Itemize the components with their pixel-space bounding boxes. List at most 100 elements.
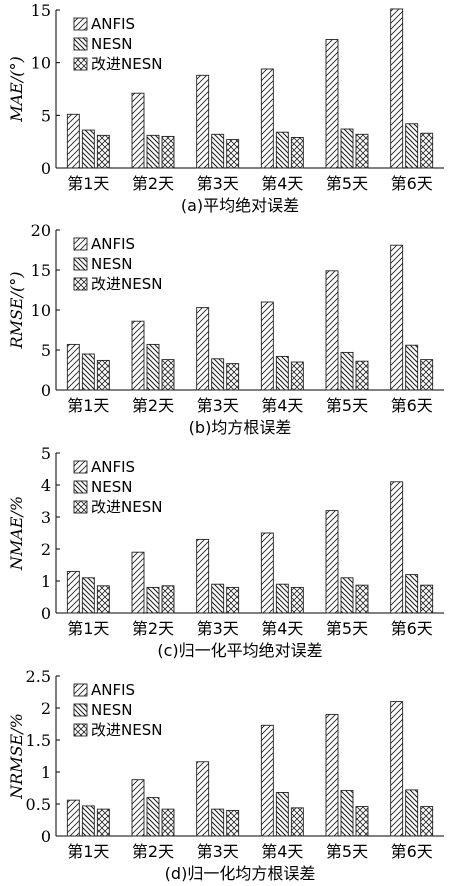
y-tick-label: 0 [41, 159, 51, 178]
x-tick-label: 第3天 [197, 396, 239, 415]
bar-crosshatch-4 [290, 361, 304, 391]
y-tick-label: 1 [41, 572, 51, 591]
bar-diag-left-6 [405, 789, 419, 837]
y-tick-label: 2 [41, 699, 51, 718]
x-tick-label: 第3天 [197, 174, 239, 193]
bar-diag-right-4 [260, 532, 274, 614]
bar-crosshatch-4 [290, 137, 304, 169]
bar-crosshatch-5 [355, 133, 369, 169]
x-tick-label: 第4天 [261, 842, 303, 861]
y-tick-label: 1 [41, 763, 51, 782]
bar-crosshatch-2 [161, 585, 175, 614]
x-tick-label: 第4天 [261, 396, 303, 415]
bar-diag-right-6 [390, 8, 404, 169]
x-tick-label: 第4天 [261, 619, 303, 638]
legend-swatch-crosshatch [73, 277, 88, 291]
bar-diag-left-3 [211, 358, 225, 391]
legend-label: NESN [91, 255, 132, 273]
y-tick-label: 10 [31, 54, 51, 73]
bar-diag-right-6 [390, 481, 404, 614]
bar-diag-left-5 [340, 577, 354, 614]
bar-diag-right-2 [131, 92, 145, 169]
bar-crosshatch-3 [226, 139, 240, 169]
x-tick-label: 第1天 [67, 619, 109, 638]
y-tick-label: 5 [41, 341, 51, 360]
bar-diag-right-4 [260, 68, 274, 169]
y-tick-label: 0.5 [26, 795, 51, 814]
x-tick-label: 第6天 [391, 619, 433, 638]
y-tick-label: 1.5 [26, 731, 51, 750]
y-tick-label: 2.5 [26, 667, 51, 686]
legend-swatch-crosshatch [73, 723, 88, 737]
chart-caption: (a)平均绝对误差 [181, 196, 299, 215]
bar-crosshatch-6 [420, 132, 434, 169]
y-tick-label: 15 [31, 1, 51, 20]
bar-diag-left-5 [340, 351, 354, 391]
legend-label: ANFIS [91, 235, 135, 253]
legend-swatch-diag-left [73, 257, 88, 271]
bar-crosshatch-1 [96, 359, 110, 391]
legend: ANFIS NESN 改进NESN [73, 458, 162, 516]
legend-swatch-diag-right [73, 460, 88, 474]
x-tick-label: 第1天 [67, 174, 109, 193]
bar-crosshatch-5 [355, 360, 369, 391]
x-tick-label: 第6天 [391, 842, 433, 861]
bar-crosshatch-3 [226, 586, 240, 614]
bar-diag-left-5 [340, 128, 354, 169]
y-tick-label: 5 [41, 444, 51, 463]
bar-diag-right-6 [390, 244, 404, 391]
bar-diag-left-1 [81, 805, 95, 837]
legend: ANFIS NESN 改进NESN [73, 235, 162, 293]
y-tick-label: 5 [41, 106, 51, 125]
legend-swatch-diag-right [73, 17, 88, 31]
y-tick-label: 3 [41, 508, 51, 527]
bar-diag-right-5 [325, 713, 339, 837]
legend-label: NESN [91, 478, 132, 496]
x-tick-label: 第5天 [326, 842, 368, 861]
x-tick-label: 第6天 [391, 396, 433, 415]
bar-crosshatch-6 [420, 359, 434, 391]
bar-crosshatch-2 [161, 359, 175, 391]
y-tick-label: 2 [41, 540, 51, 559]
chart-panel-d: 0 0.5 1 1.5 2 2.5 NRMSE/% 第1天 第2天 第3天 第4天 第5天 第6天 (d)… [7, 667, 444, 883]
legend-swatch-diag-left [73, 37, 88, 51]
bar-diag-right-3 [196, 307, 210, 391]
bar-diag-left-2 [146, 586, 160, 614]
legend: ANFIS NESN 改进NESN [73, 681, 162, 739]
y-tick-label: 20 [31, 221, 51, 240]
legend-swatch-diag-left [73, 703, 88, 717]
legend-label: ANFIS [91, 15, 135, 33]
bar-crosshatch-3 [226, 363, 240, 391]
bar-diag-right-5 [325, 270, 339, 391]
legend-swatch-diag-right [73, 683, 88, 697]
y-tick-label: 10 [31, 301, 51, 320]
bar-diag-right-1 [66, 570, 80, 614]
x-tick-label: 第5天 [326, 396, 368, 415]
bar-diag-right-4 [260, 301, 274, 391]
bar-diag-left-4 [275, 355, 289, 391]
chart-caption: (d)归一化均方根误差 [165, 864, 316, 883]
x-tick-label: 第6天 [391, 174, 433, 193]
bar-diag-right-2 [131, 779, 145, 837]
bar-crosshatch-2 [161, 135, 175, 169]
bar-diag-right-3 [196, 761, 210, 837]
legend-label: ANFIS [91, 681, 135, 699]
bar-diag-right-5 [325, 510, 339, 614]
x-tick-label: 第3天 [197, 619, 239, 638]
bar-crosshatch-1 [96, 585, 110, 614]
bar-diag-left-4 [275, 792, 289, 837]
bar-diag-right-1 [66, 343, 80, 391]
bar-diag-left-2 [146, 797, 160, 837]
x-tick-label: 第1天 [67, 842, 109, 861]
legend-label: NESN [91, 35, 132, 53]
chart-panel-c: 0 1 2 3 4 5 NMAE/% 第1天 第2天 第3天 第4天 第5天 第6天 (c)归一化平均绝对… [7, 444, 444, 660]
bar-crosshatch-5 [355, 806, 369, 837]
bar-crosshatch-5 [355, 584, 369, 614]
bar-diag-right-3 [196, 538, 210, 614]
chart-caption: (c)归一化平均绝对误差 [157, 641, 322, 660]
bar-diag-left-6 [405, 123, 419, 169]
bar-diag-left-2 [146, 343, 160, 391]
x-tick-label: 第3天 [197, 842, 239, 861]
y-axis-label: NRMSE/% [7, 713, 26, 800]
